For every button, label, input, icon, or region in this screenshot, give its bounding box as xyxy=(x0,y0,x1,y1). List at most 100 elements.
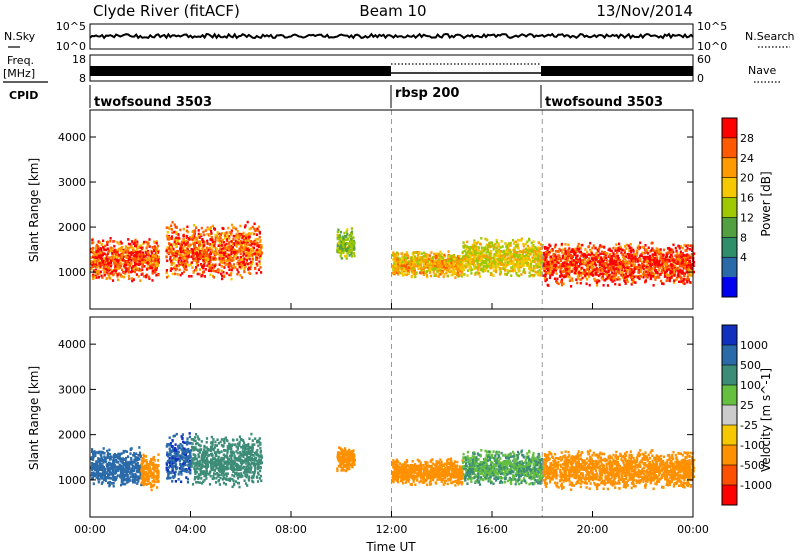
data-cell xyxy=(226,248,229,252)
data-cell xyxy=(690,274,693,277)
data-cell xyxy=(510,252,513,256)
data-cell xyxy=(674,270,677,273)
data-cell xyxy=(505,264,508,267)
data-cell xyxy=(425,265,428,269)
data-cell xyxy=(93,264,96,268)
data-cell xyxy=(225,238,228,241)
data-cell xyxy=(616,257,619,261)
data-cell xyxy=(95,247,98,251)
data-cell xyxy=(546,271,549,275)
data-cell xyxy=(555,272,558,275)
data-cell xyxy=(629,242,632,246)
data-cell xyxy=(198,236,201,239)
data-cell xyxy=(234,266,237,269)
data-cell xyxy=(139,268,142,272)
data-cell xyxy=(617,263,620,266)
data-cell xyxy=(614,249,617,252)
data-cell xyxy=(210,258,213,261)
data-cell xyxy=(226,234,229,237)
data-cell xyxy=(260,244,263,247)
data-cell xyxy=(647,246,650,250)
data-cell xyxy=(528,258,531,262)
data-cell xyxy=(228,268,231,271)
data-cell xyxy=(155,273,158,277)
data-cell xyxy=(601,275,605,278)
data-cell xyxy=(396,269,400,273)
data-cell xyxy=(116,241,119,244)
data-cell xyxy=(549,274,552,277)
data-cell xyxy=(439,268,442,272)
data-cell xyxy=(474,265,477,269)
data-cell xyxy=(183,267,186,271)
data-cell xyxy=(179,244,182,248)
data-cell xyxy=(109,272,112,275)
data-cell xyxy=(246,243,249,246)
data-cell xyxy=(554,243,557,247)
data-cell xyxy=(617,246,620,250)
data-cell xyxy=(503,269,507,272)
data-cell xyxy=(238,247,241,251)
data-cell xyxy=(662,254,665,257)
data-cell xyxy=(471,245,474,249)
data-cell xyxy=(682,256,685,259)
data-cell xyxy=(666,251,669,254)
data-cell xyxy=(212,242,215,246)
data-cell xyxy=(95,250,98,253)
data-cell xyxy=(207,242,211,246)
data-cell xyxy=(620,262,623,265)
data-cell xyxy=(206,239,209,243)
data-cell xyxy=(530,273,533,277)
data-cell xyxy=(245,252,248,255)
data-cell xyxy=(203,248,207,252)
data-cell xyxy=(641,245,644,249)
data-cell xyxy=(599,244,602,247)
data-cell xyxy=(480,249,483,252)
data-cell xyxy=(229,246,232,249)
data-cell xyxy=(149,266,152,269)
data-cell xyxy=(148,258,151,262)
data-cell xyxy=(137,257,140,261)
data-cell xyxy=(145,275,148,279)
data-cell xyxy=(123,265,126,268)
data-cell xyxy=(580,273,583,277)
data-cell xyxy=(649,264,652,268)
data-cell xyxy=(671,272,674,276)
data-cell xyxy=(228,231,231,234)
cpid-panel: CPID twofsound 3503 rbsp 200 twofsound 3… xyxy=(9,85,663,110)
data-cell xyxy=(201,250,204,253)
data-cell xyxy=(513,253,516,256)
data-cell xyxy=(468,248,472,252)
data-cell xyxy=(135,254,138,258)
data-cell xyxy=(619,247,622,251)
data-cell xyxy=(492,269,495,272)
data-cell xyxy=(406,265,409,269)
data-cell xyxy=(135,249,138,252)
data-cell xyxy=(169,258,172,261)
data-cell xyxy=(474,259,477,263)
data-cell xyxy=(611,264,614,268)
data-cell xyxy=(596,268,599,272)
data-cell xyxy=(637,268,640,272)
data-cell xyxy=(675,257,678,261)
data-cell xyxy=(484,267,488,271)
data-cell xyxy=(497,248,501,252)
data-cell xyxy=(207,265,210,268)
data-cell xyxy=(539,261,542,265)
data-cell xyxy=(540,261,543,265)
data-cell xyxy=(446,274,450,278)
data-cell xyxy=(256,237,259,241)
data-cell xyxy=(589,272,592,275)
data-cell xyxy=(572,259,575,262)
data-cell xyxy=(684,263,687,267)
data-cell xyxy=(567,243,570,247)
data-cell xyxy=(566,259,569,262)
data-cell xyxy=(446,255,450,258)
data-cell xyxy=(581,259,584,262)
data-cell xyxy=(672,250,675,254)
data-cell xyxy=(676,254,679,257)
data-cell xyxy=(134,266,137,269)
cpid-segment-3: twofsound 3503 xyxy=(545,95,663,110)
data-cell xyxy=(689,266,692,269)
data-cell xyxy=(352,236,355,239)
data-cell xyxy=(678,262,681,266)
